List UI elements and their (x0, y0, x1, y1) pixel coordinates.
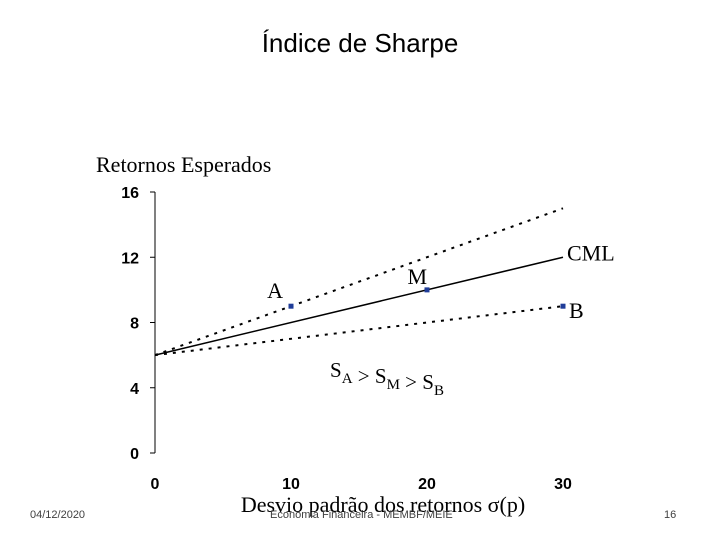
x-tick-label: 20 (418, 476, 436, 493)
slide-title: Índice de Sharpe (261, 28, 459, 58)
x-tick-label: 30 (554, 476, 572, 493)
y-tick-label: 8 (130, 316, 139, 333)
annotation-text: > S (400, 370, 434, 394)
sharpe-comparison-annotation: SA > SM > SB (330, 358, 444, 399)
data-point (560, 303, 566, 309)
y-tick-label: 0 (130, 446, 139, 463)
footer-date: 04/12/2020 (30, 509, 86, 521)
y-tick-label: 4 (130, 381, 139, 398)
footer-page-number: 16 (664, 509, 677, 521)
chart-points: A M B (267, 264, 584, 323)
data-point (424, 287, 430, 293)
cml-label: CML (567, 240, 615, 265)
annotation-text: > S (353, 364, 387, 388)
annotation-subscript: M (387, 377, 400, 393)
y-tick-label: 12 (121, 250, 139, 267)
chart-ticks: 0 4 8 12 16 0 10 20 30 (121, 185, 572, 493)
data-point (288, 303, 294, 309)
point-label: A (267, 278, 283, 303)
annotation-subscript: A (342, 371, 353, 387)
x-tick-label: 10 (282, 476, 300, 493)
point-label: B (569, 298, 584, 323)
annotation-subscript: B (434, 383, 444, 399)
cml-line (154, 256, 564, 356)
dotted-line (154, 305, 564, 357)
chart-lines: CML (154, 207, 615, 357)
x-tick-label: 0 (151, 476, 160, 493)
annotation-text: S (330, 358, 342, 382)
point-label: M (407, 264, 427, 289)
footer-center-text: Economia Financeira - MEMBF/MEIE (270, 509, 453, 521)
y-axis-label: Retornos Esperados (96, 152, 271, 177)
y-tick-label: 16 (121, 185, 139, 202)
dotted-line (154, 207, 564, 357)
x-axis-label: Desvio padrão dos retornos σ(p) (241, 492, 525, 517)
